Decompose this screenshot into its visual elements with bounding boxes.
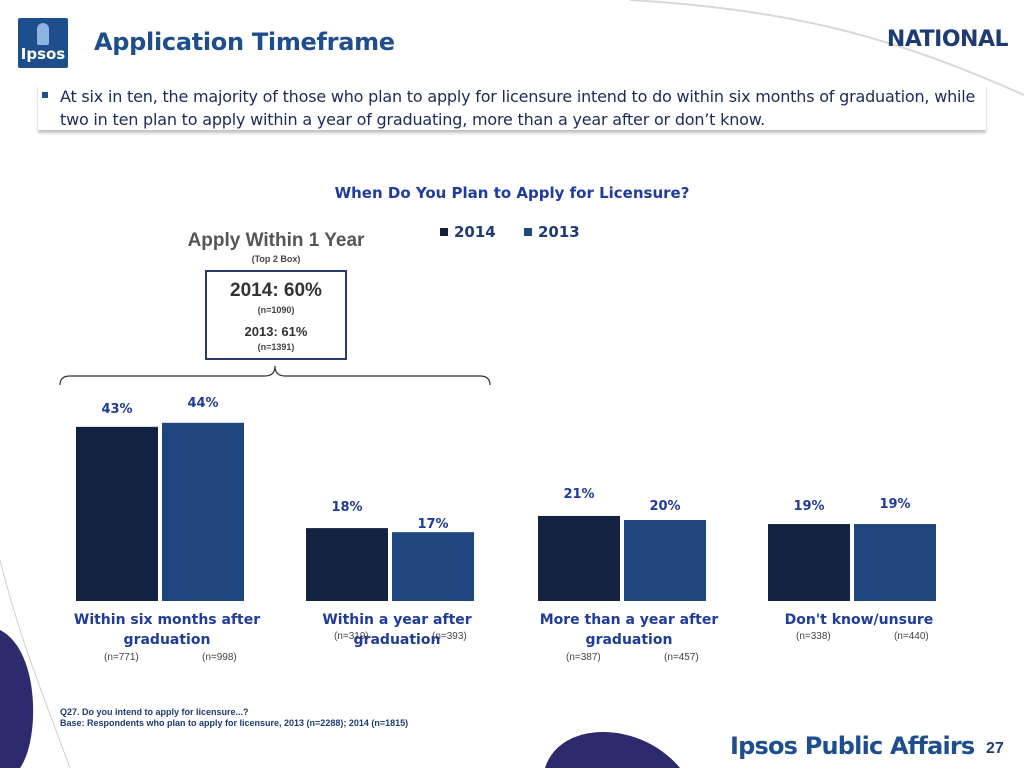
data-label-2014-1: 18% — [331, 500, 362, 515]
category-label-line: graduation — [123, 632, 211, 648]
bar-2013-3 — [854, 524, 936, 601]
sample-size-2013-2: (n=457) — [664, 652, 699, 663]
data-label-2013-1: 17% — [417, 517, 448, 532]
bar-2014-0 — [76, 426, 158, 601]
bar-2013-0 — [162, 422, 244, 601]
page-number: 27 — [986, 740, 1004, 757]
category-label-3: Don't know/unsure — [749, 610, 969, 630]
category-label-line: Don't know/unsure — [784, 612, 934, 628]
key-finding-box: At six in ten, the majority of those who… — [38, 84, 986, 130]
data-label-2013-2: 20% — [649, 499, 680, 514]
legend-item-2014: 2014 — [440, 223, 496, 241]
data-label-2013-0: 44% — [187, 396, 218, 411]
category-label-line: Within six months after — [73, 612, 261, 628]
summary-box: 2014: 60% (n=1090) 2013: 61% (n=1391) — [205, 270, 347, 360]
sample-size-2014-2: (n=387) — [566, 652, 601, 663]
chart-title: When Do You Plan to Apply for Licensure? — [334, 184, 690, 202]
summary-primary-n: (n=1090) — [257, 305, 295, 315]
summary-secondary-n: (n=1391) — [257, 342, 295, 352]
bar-2014-2 — [538, 515, 620, 601]
page-title: Application Timeframe — [94, 28, 395, 56]
sample-size-2013-1: (n=393) — [432, 631, 467, 642]
legend-item-2013: 2013 — [524, 223, 580, 241]
legend-swatch-2013 — [524, 228, 532, 236]
summary-primary: 2014: 60% — [230, 280, 322, 301]
region-label: NATIONAL — [886, 27, 1009, 52]
category-label-2: More than a year after graduation — [519, 610, 739, 650]
category-label-0: Within six months after graduation — [57, 610, 277, 650]
summary-heading: Apply Within 1 Year — [187, 230, 365, 251]
category-label-line: Within a year after graduation — [322, 612, 472, 648]
legend-swatch-2014 — [440, 228, 448, 236]
ipsos-logo: Ipsos — [18, 18, 68, 68]
legend-label-2014: 2014 — [454, 223, 496, 241]
key-finding-text: At six in ten, the majority of those who… — [60, 87, 976, 129]
sample-size-2013-0: (n=998) — [202, 652, 237, 663]
bar-2013-1 — [392, 532, 474, 601]
summary-secondary: 2013: 61% — [244, 324, 308, 339]
category-label-1: Within a year after graduation — [287, 610, 507, 650]
data-label-2014-3: 19% — [793, 499, 824, 514]
bullet-square-icon — [42, 92, 48, 98]
bar-2014-1 — [306, 528, 388, 601]
category-label-line: graduation — [585, 632, 673, 648]
sample-size-2014-0: (n=771) — [104, 652, 139, 663]
data-label-2014-2: 21% — [563, 487, 594, 502]
summary-bracket — [59, 365, 491, 386]
logo-word: Ipsos — [20, 45, 66, 63]
category-label-line: More than a year after — [539, 612, 719, 628]
legend-label-2013: 2013 — [538, 223, 580, 241]
logo-mark-icon — [37, 23, 49, 45]
sample-size-2013-3: (n=440) — [894, 631, 929, 642]
sample-size-2014-1: (n=319) — [334, 631, 369, 642]
bar-2014-3 — [768, 524, 850, 601]
data-label-2013-3: 19% — [879, 497, 910, 512]
bar-2013-2 — [624, 520, 706, 601]
footnote-base: Base: Respondents who plan to apply for … — [60, 718, 409, 728]
footnote-question: Q27. Do you intend to apply for licensur… — [60, 707, 249, 717]
summary-subheading: (Top 2 Box) — [251, 254, 301, 264]
sample-size-2014-3: (n=338) — [796, 631, 831, 642]
data-label-2014-0: 43% — [101, 402, 132, 417]
brand-wordmark: Ipsos Public Affairs — [730, 732, 975, 760]
